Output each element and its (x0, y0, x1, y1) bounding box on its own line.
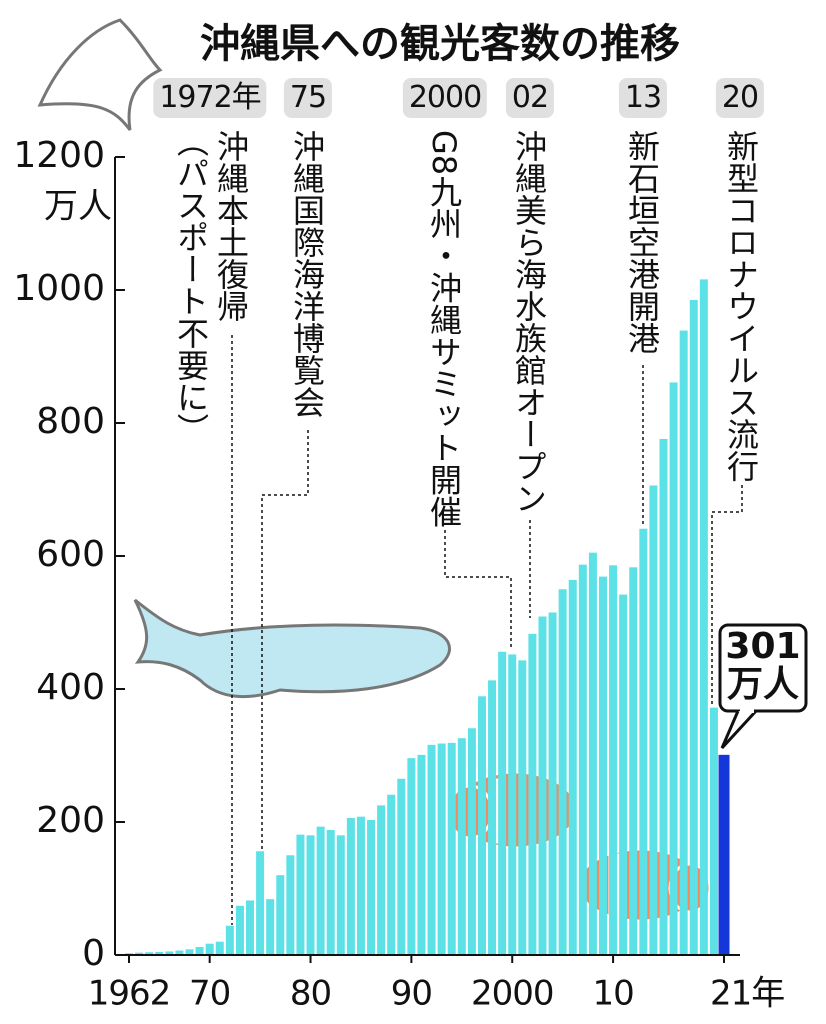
bar (588, 552, 597, 955)
bar (155, 952, 164, 955)
y-tick-label: 1200 (13, 135, 105, 176)
x-tick-label: 90 (391, 974, 432, 1014)
bar (377, 805, 386, 955)
bar (296, 834, 305, 955)
event-year: 75 (283, 78, 333, 118)
event-note: （パスポート不要に） (172, 125, 210, 445)
bar (367, 820, 376, 955)
value-label: 301万人 (725, 626, 801, 705)
bar (356, 816, 365, 955)
bar (346, 818, 355, 955)
bar (568, 579, 577, 955)
bar (326, 829, 335, 955)
bar (518, 660, 527, 955)
bar (437, 743, 446, 955)
whale-shark-illustration (133, 598, 451, 699)
bar (256, 851, 265, 955)
x-tick-label: 1962 (88, 974, 171, 1014)
bar (407, 758, 416, 955)
bar (306, 835, 315, 955)
bar (225, 925, 234, 955)
bar (336, 835, 345, 955)
event-label: G8九州・沖縄サミット開催 (425, 130, 463, 528)
bar (316, 826, 325, 955)
event-year: 20 (715, 78, 765, 118)
leader-line (261, 430, 309, 850)
bar (548, 612, 557, 955)
bar (447, 742, 456, 955)
bar (276, 875, 285, 955)
bar (135, 952, 144, 955)
bar (649, 485, 658, 955)
bar (619, 594, 628, 955)
bar (508, 654, 517, 955)
value-label-pointer-mask (740, 709, 754, 713)
event-label: 新型コロナウイルス流行 (722, 130, 760, 482)
bar (175, 950, 184, 955)
leader-line (711, 485, 743, 705)
bar (679, 330, 688, 955)
x-tick-label: 80 (290, 974, 331, 1014)
y-tick-label: 1000 (13, 268, 105, 309)
bar (639, 528, 648, 955)
x-tick-label: 21年 (710, 974, 784, 1014)
bar (669, 382, 678, 955)
bar (528, 633, 537, 955)
bar (185, 949, 194, 955)
bar (246, 900, 255, 955)
bar (205, 943, 214, 955)
bar (266, 899, 275, 955)
x-tick-label: 70 (189, 974, 230, 1014)
event-label: 新石垣空港開港 (623, 130, 661, 354)
bar (215, 941, 224, 955)
bar (477, 696, 486, 955)
bar (709, 707, 718, 955)
bar (689, 299, 698, 956)
bar (659, 438, 668, 956)
bar (718, 754, 730, 955)
event-year: 02 (505, 78, 555, 118)
bar (598, 576, 607, 955)
y-unit: 万人 (44, 187, 112, 227)
x-tick-label: 2000 (471, 974, 554, 1014)
manta-illustration (37, 18, 163, 131)
y-tick-label: 600 (36, 534, 105, 575)
bar (235, 905, 244, 955)
bar (538, 616, 547, 955)
bar (558, 589, 567, 955)
y-tick-label: 200 (36, 800, 105, 841)
bar (498, 651, 507, 955)
bar (699, 279, 708, 955)
event-label: 沖縄国際海洋博覧会 (288, 130, 326, 418)
event-year: 1972年 (153, 78, 267, 118)
y-tick-label: 400 (36, 667, 105, 708)
bar (467, 728, 476, 955)
bar (195, 947, 204, 955)
chart-title: 沖縄県への観光客数の推移 (200, 21, 680, 67)
event-year: 2000 (402, 78, 488, 118)
bar (286, 855, 295, 955)
event-label: 沖縄美ら海水族館オープン (510, 130, 548, 514)
bar (457, 738, 466, 955)
bar (387, 794, 396, 955)
bar (488, 680, 497, 955)
bar (629, 567, 638, 955)
y-tick-label: 0 (82, 933, 105, 974)
event-label: 沖縄本土復帰 (212, 130, 250, 322)
value-label-box (718, 623, 808, 713)
bar (427, 744, 436, 955)
event-year: 13 (618, 78, 668, 118)
x-tick-label: 10 (592, 974, 633, 1014)
y-tick-label: 800 (36, 401, 105, 442)
bar (417, 754, 426, 955)
bar (165, 951, 174, 955)
bar (397, 778, 406, 955)
bar (145, 952, 154, 955)
value-label-pointer (720, 709, 758, 750)
bar (578, 564, 587, 955)
leader-line (444, 530, 512, 650)
bar (609, 565, 618, 955)
